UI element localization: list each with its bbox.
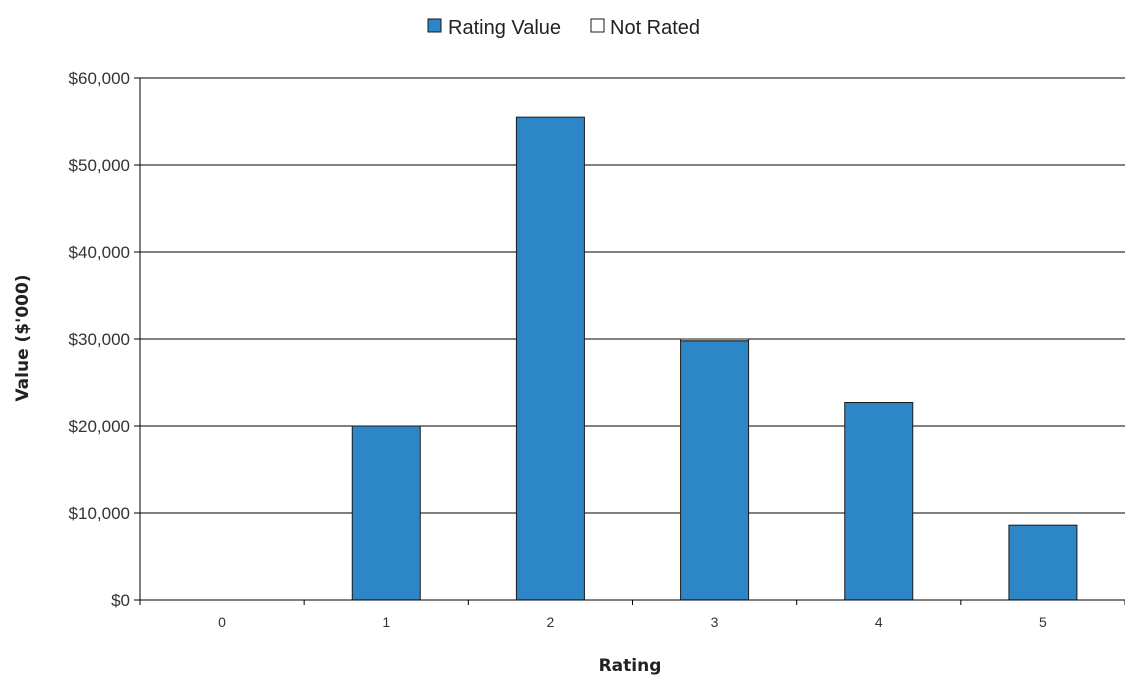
bar-rating-value-3 — [680, 340, 750, 601]
y-axis-ticks: $0 $10,000 $20,000 $30,000 $40,000 $50,000 $60… — [69, 69, 140, 610]
legend-swatch-not-rated — [590, 18, 605, 33]
x-tick-label: 0 — [218, 614, 226, 630]
legend-swatch-rating-value — [427, 18, 442, 33]
legend-label-rating-value: Rating Value — [448, 17, 561, 39]
x-tick-label: 4 — [875, 614, 883, 630]
y-tick-label: $60,000 — [69, 69, 130, 88]
y-tick-label: $10,000 — [69, 504, 130, 523]
y-tick-label: $50,000 — [69, 156, 130, 175]
x-axis-ticks: 0 1 2 3 4 5 — [139, 600, 1125, 630]
bar-not-rated-3 — [680, 338, 750, 342]
y-tick-label: $30,000 — [69, 330, 130, 349]
chart-legend: Rating Value Not Rated — [427, 17, 700, 39]
x-axis-title: Rating — [599, 656, 662, 676]
bar-rating-value-5 — [1008, 524, 1078, 601]
legend-label-not-rated: Not Rated — [610, 17, 700, 39]
bar-rating-value-1 — [351, 425, 421, 601]
y-tick-label: $0 — [111, 591, 130, 610]
y-axis-title: Value ($'000) — [13, 274, 33, 401]
x-tick-label: 1 — [382, 614, 390, 630]
y-tick-label: $40,000 — [69, 243, 130, 262]
bar-rating-value-2 — [515, 116, 585, 601]
y-gridlines — [140, 77, 1125, 514]
bar-rating-value-4 — [844, 402, 914, 601]
bar-series — [351, 116, 1078, 601]
y-tick-label: $20,000 — [69, 417, 130, 436]
x-tick-label: 5 — [1039, 614, 1047, 630]
x-tick-label: 2 — [547, 614, 555, 630]
x-tick-label: 3 — [711, 614, 719, 630]
